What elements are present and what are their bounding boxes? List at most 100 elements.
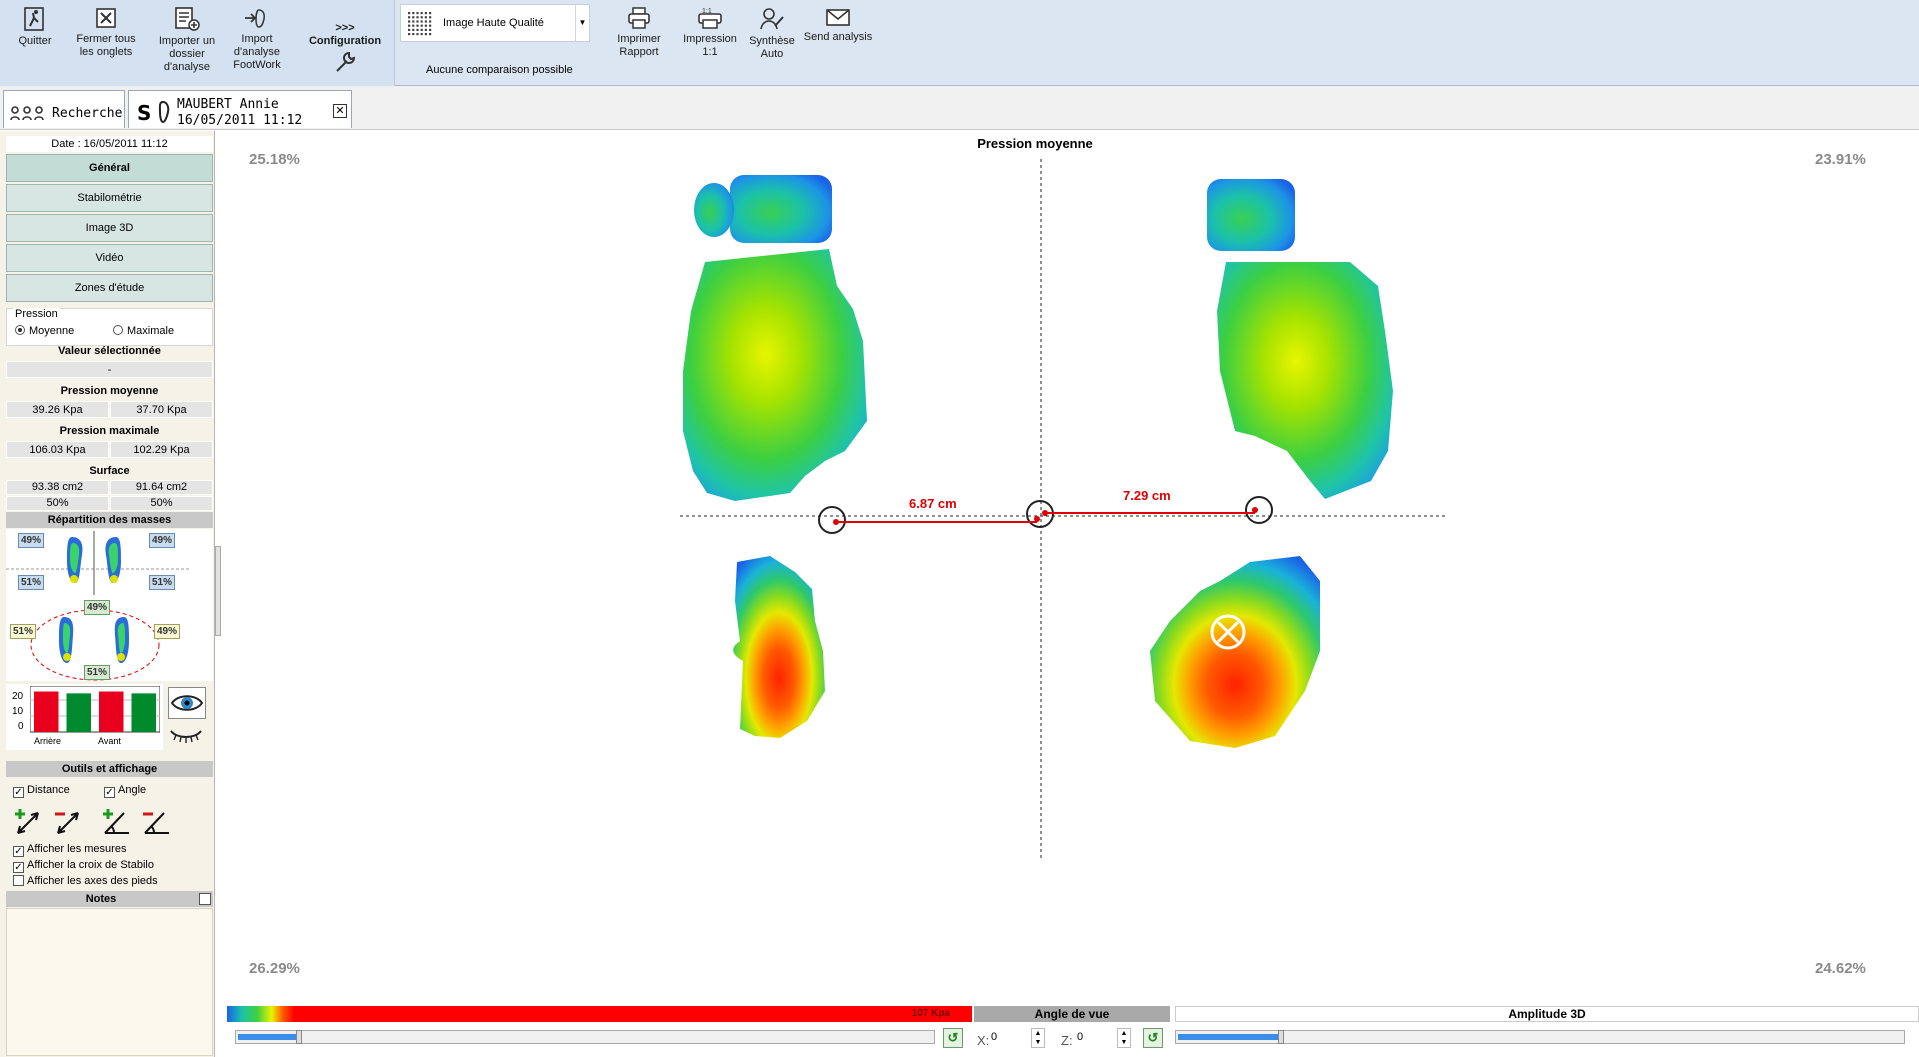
right-foot-map	[1150, 179, 1393, 748]
notes-title: Notes	[85, 893, 117, 905]
show-measures-checkbox[interactable]: ✓ Afficher les mesures	[13, 843, 126, 857]
remove-distance-icon[interactable]	[54, 807, 84, 837]
amplitude-slider-handle[interactable]	[1278, 1030, 1284, 1044]
pct-bottom-right: 24.62%	[1815, 960, 1866, 977]
add-angle-icon[interactable]	[102, 807, 132, 837]
expand-notes-icon[interactable]	[199, 893, 211, 905]
mass-back: 51%	[84, 665, 111, 680]
mass-top-right: 49%	[149, 533, 176, 548]
nav-general[interactable]: Général	[6, 154, 213, 182]
print-report-label: Imprimer Rapport	[617, 33, 661, 58]
show-cross-checkbox[interactable]: ✓ Afficher la croix de Stabilo	[13, 859, 154, 873]
remove-angle-icon[interactable]	[142, 807, 172, 837]
radio-mean[interactable]: Moyenne	[15, 325, 74, 337]
surface-right: 91.64 cm2	[110, 480, 213, 495]
x-angle-input[interactable]	[991, 1028, 1029, 1046]
nav-study-zones[interactable]: Zones d'étude	[6, 274, 213, 302]
scale-slider[interactable]	[235, 1030, 935, 1044]
tab-patient[interactable]: S MAUBERT Annie 16/05/2011 11:12 ✕	[128, 90, 352, 128]
nav-stabilometry[interactable]: Stabilométrie	[6, 184, 213, 212]
reset-view-icon[interactable]: ↺	[943, 1028, 963, 1048]
pct-top-left: 25.18%	[249, 151, 300, 168]
max-pressure-left: 106.03 Kpa	[6, 441, 109, 458]
show-axes-label: Afficher les axes des pieds	[27, 875, 158, 887]
send-analysis-button[interactable]: Send analysis	[802, 4, 874, 44]
left-foot-map	[683, 175, 867, 738]
nav-video[interactable]: Vidéo	[6, 244, 213, 272]
tab-bar: Recherche S MAUBERT Annie 16/05/2011 11:…	[0, 86, 1919, 130]
mini-feet-top	[67, 537, 121, 583]
distance-checkbox[interactable]: ✓ Distance	[13, 784, 70, 798]
pressure-group: Pression Moyenne Maximale	[6, 308, 213, 346]
mass-top-left: 49%	[18, 533, 45, 548]
configuration-button[interactable]: >>> Configuration	[300, 22, 390, 77]
eyes-open-button[interactable]	[168, 687, 206, 719]
close-all-tabs-label: Fermer tous les onglets	[76, 33, 136, 58]
print-report-button[interactable]: Imprimer Rapport	[612, 4, 666, 59]
bottom-controls: 107 Kpa Angle de vue Amplitude 3D ↺ X: ▲…	[225, 1001, 1919, 1057]
mass-front: 49%	[84, 600, 111, 615]
notes-textarea[interactable]	[6, 908, 213, 1056]
x-spinner-icon[interactable]: ▲ ▼	[1031, 1028, 1045, 1048]
quality-value: Image Haute Qualité	[443, 17, 544, 29]
angle-check-icon: ✓	[104, 787, 115, 798]
balance-bar-2	[99, 691, 124, 732]
import-footwork-button[interactable]: Import d'analyse FootWork	[228, 4, 286, 72]
nav-image-3d[interactable]: Image 3D	[6, 214, 213, 242]
auto-synthesis-button[interactable]: Synthèse Auto	[746, 4, 798, 61]
quality-select[interactable]: Image Haute Qualité ▼	[400, 4, 590, 42]
mass-distribution-header: Répartition des masses	[6, 512, 213, 528]
z-spinner-icon[interactable]: ▲ ▼	[1117, 1028, 1131, 1048]
sidebar-splitter[interactable]	[215, 546, 221, 636]
z-angle-input[interactable]	[1077, 1028, 1115, 1046]
radio-max-label: Maximale	[127, 325, 175, 337]
patient-name: MAUBERT Annie	[177, 97, 279, 112]
bar-label-back: Arrière	[34, 736, 62, 746]
pressure-group-label: Pression	[13, 308, 60, 320]
surface-left: 93.38 cm2	[6, 480, 109, 495]
max-pressure-title: Pression maximale	[59, 425, 160, 437]
notes-header: Notes	[6, 891, 213, 907]
distance-label: Distance	[27, 784, 70, 796]
selected-value: -	[6, 361, 213, 378]
close-all-tabs-button[interactable]: Fermer tous les onglets	[72, 4, 140, 59]
add-distance-icon[interactable]	[14, 807, 44, 837]
pressure-view[interactable]: Pression moyenne 25.18% 23.91% 26.29% 24…	[225, 131, 1919, 1001]
close-tab-icon[interactable]: ✕	[333, 104, 347, 118]
svg-text:1:1: 1:1	[702, 8, 712, 15]
chevron-down-icon[interactable]: ▼	[575, 5, 589, 41]
mass-mid-right: 51%	[149, 575, 176, 590]
print-1-1-button[interactable]: 1:1 Impression 1:1	[678, 4, 742, 59]
scale-slider-fill	[238, 1034, 296, 1040]
quit-button[interactable]: Quitter	[12, 4, 58, 48]
mini-feet-bottom	[59, 617, 129, 663]
mass-distribution-panel: 49% 49% 51% 51% 49% 51% 51% 49%	[6, 529, 213, 681]
radio-max[interactable]: Maximale	[113, 325, 174, 337]
radio-mean-label: Moyenne	[29, 325, 75, 337]
radio-max-dot	[113, 325, 123, 335]
reset-zoom-icon[interactable]: ↺	[1143, 1028, 1163, 1048]
scale-slider-handle[interactable]	[296, 1030, 302, 1044]
pct-top-right: 23.91%	[1815, 151, 1866, 168]
left-cop-cross-icon	[844, 614, 880, 650]
synthesis-icon	[760, 8, 784, 30]
patients-icon	[10, 106, 44, 121]
x-label: X:	[977, 1033, 990, 1048]
printer-icon	[628, 7, 650, 29]
import-folder-button[interactable]: Importer un dossier d'analyse	[152, 4, 222, 74]
pressure-map	[680, 159, 1445, 861]
tab-search[interactable]: Recherche	[3, 90, 125, 128]
wrench-icon	[336, 51, 356, 72]
show-axes-checkbox[interactable]: Afficher les axes des pieds	[13, 875, 158, 888]
close-box-icon	[96, 8, 116, 28]
eyes-closed-button[interactable]	[168, 723, 206, 751]
amplitude-slider[interactable]	[1175, 1030, 1905, 1044]
show-measures-label: Afficher les mesures	[27, 843, 127, 855]
mass-mid-left: 51%	[18, 575, 45, 590]
radio-mean-dot	[15, 325, 25, 335]
z-label: Z:	[1061, 1033, 1073, 1048]
y-tick-20: 20	[12, 691, 24, 702]
distance-markers[interactable]	[818, 496, 1273, 534]
show-axes-check-icon	[13, 875, 24, 886]
angle-checkbox[interactable]: ✓ Angle	[104, 784, 146, 798]
